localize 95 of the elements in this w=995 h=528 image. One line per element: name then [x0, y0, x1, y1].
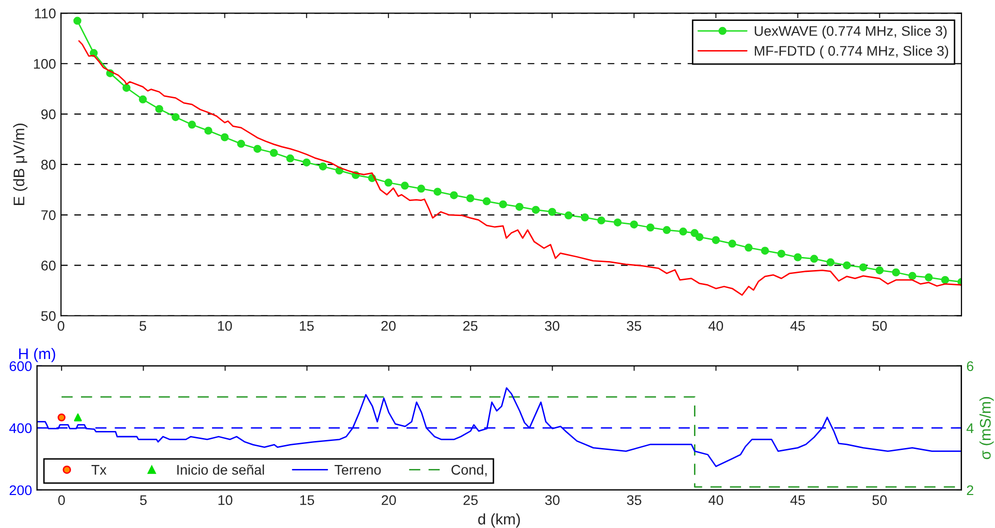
point — [892, 268, 900, 276]
x-tick-label: 35 — [626, 320, 642, 331]
point — [696, 233, 704, 242]
x-tick-label: 15 — [300, 495, 314, 506]
point — [172, 113, 180, 122]
x-tick-label: 50 — [872, 495, 887, 506]
legend-label: UexWAVE (0.774 MHz, Slice 3) — [754, 26, 947, 39]
point — [253, 144, 262, 153]
x-tick-label: 25 — [464, 495, 478, 506]
point — [630, 220, 638, 228]
point — [318, 162, 327, 170]
point — [924, 273, 933, 282]
y-tick-label: 70 — [41, 210, 56, 220]
point — [761, 246, 769, 255]
x-tick-label: 0 — [58, 320, 64, 331]
point — [744, 244, 753, 252]
point — [646, 224, 654, 232]
y2-tick-label: 4 — [966, 423, 974, 433]
legend-label: Tx — [91, 465, 106, 475]
point — [564, 211, 573, 220]
point — [532, 206, 540, 214]
point — [679, 228, 688, 236]
y-tick-label: 100 — [34, 58, 56, 69]
y-axis-title: H (m) — [19, 348, 56, 362]
point — [499, 200, 508, 208]
point — [270, 148, 278, 157]
point — [286, 154, 294, 162]
point — [188, 120, 196, 129]
x-tick-label: 25 — [463, 320, 478, 331]
point — [810, 254, 818, 263]
y2-tick-label: 2 — [966, 485, 974, 496]
point — [662, 226, 671, 234]
point — [400, 182, 409, 190]
x-tick-label: 45 — [790, 321, 805, 331]
x-tick-label: 50 — [872, 320, 887, 331]
x-tick-label: 35 — [626, 495, 642, 506]
point — [842, 261, 851, 270]
point — [204, 126, 212, 135]
legend-label: Terreno — [334, 465, 381, 475]
x-tick-label: 5 — [140, 321, 146, 331]
legend-label: Cond, — [452, 464, 487, 476]
y-axis-title: E (dB μV/m) — [13, 124, 28, 205]
point — [155, 105, 164, 113]
point — [466, 194, 474, 202]
point — [450, 191, 458, 200]
point — [777, 250, 786, 258]
y-tick-label: 110 — [35, 8, 56, 18]
point — [237, 140, 246, 148]
legend-label: Inicio de señal — [177, 464, 264, 475]
point — [712, 236, 720, 244]
point — [220, 133, 229, 142]
point — [728, 240, 736, 248]
x-tick-label: 40 — [708, 320, 724, 331]
point — [859, 263, 868, 272]
point — [482, 197, 491, 206]
x-tick-label: 0 — [58, 495, 65, 506]
point — [122, 84, 130, 92]
x-axis-title: d (km) — [478, 513, 520, 528]
x-tick-label: 20 — [382, 495, 396, 506]
point — [876, 266, 884, 274]
x-tick-label: 15 — [300, 321, 314, 331]
y2-axis-title: σ (mS/m) — [980, 397, 994, 460]
y-tick-label: 600 — [10, 361, 32, 372]
point — [826, 258, 834, 266]
x-tick-label: 10 — [218, 495, 232, 506]
y-tick-label: 200 — [10, 485, 32, 496]
point — [434, 188, 442, 196]
point — [794, 253, 802, 262]
point — [597, 216, 606, 224]
point — [548, 208, 556, 216]
y-tick-label: 50 — [41, 311, 56, 321]
x-tick-label: 40 — [708, 495, 724, 506]
x-tick-label: 20 — [381, 320, 396, 331]
point — [302, 158, 311, 166]
point — [908, 272, 916, 280]
y-tick-label: 90 — [41, 109, 56, 120]
point — [138, 95, 147, 104]
point — [384, 178, 392, 187]
point — [515, 202, 524, 211]
y-tick-label: 80 — [41, 160, 56, 170]
point — [73, 16, 82, 25]
point — [690, 229, 699, 238]
x-tick-label: 45 — [790, 495, 805, 506]
point — [580, 213, 589, 222]
y-tick-label: 400 — [9, 423, 32, 434]
legend-label: MF-FDTD ( 0.774 MHz, Slice 3) — [754, 46, 948, 59]
point — [941, 276, 950, 284]
y2-tick-label: 6 — [966, 361, 974, 372]
point — [417, 184, 426, 193]
x-tick-label: 30 — [544, 320, 560, 331]
x-tick-label: 10 — [218, 320, 232, 331]
y-tick-label: 60 — [41, 260, 56, 270]
x-tick-label: 30 — [545, 495, 560, 506]
x-tick-label: 5 — [140, 495, 147, 506]
point — [614, 218, 622, 226]
